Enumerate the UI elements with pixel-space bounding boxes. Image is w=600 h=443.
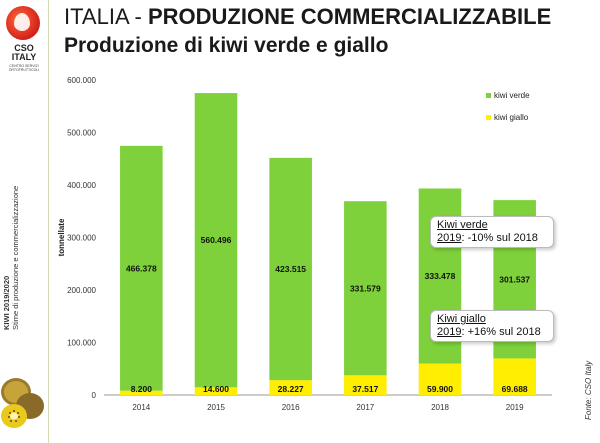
bar-verde-2015 [194,93,238,388]
y-tick-label: 300.000 [67,234,96,243]
data-label-giallo: 8.200 [131,384,153,394]
legend-swatch [486,115,491,120]
bar-giallo-2014 [120,390,163,395]
legend-label: kiwi verde [494,91,530,100]
annotation-verde-title: Kiwi verde [437,219,488,231]
data-label-verde: 423.515 [275,264,306,274]
annotation-giallo: Kiwi giallo 2019: +16% sul 2018 [430,310,554,342]
y-axis: 0 100.000 200.000 300.000 400.000 500.000 600.… [67,76,96,400]
annotation-giallo-title: Kiwi giallo [437,313,486,325]
sidebar-caption-line2: Stime di produzione e commercializzazion… [11,185,20,330]
data-label-giallo: 59.900 [427,384,453,394]
title-prefix: ITALIA - [64,4,148,29]
data-label-verde: 333.478 [425,271,456,281]
logo-tagline: CENTRO SERVIZI ORTOFRUTTICOLI [8,64,40,72]
bar-verde-2017 [344,201,387,376]
data-label-verde: 331.579 [350,283,381,293]
data-label-giallo: 37.517 [352,384,378,394]
x-tick-label: 2019 [506,403,524,412]
x-tick-label: 2014 [132,403,150,412]
x-tick-label: 2018 [431,403,449,412]
page-title: ITALIA - PRODUZIONE COMMERCIALIZZABILE [64,4,551,30]
bar-giallo-2015 [194,387,238,395]
logo-name: CSO [14,43,34,53]
bar-verde-2014 [120,145,163,391]
x-tick-label: 2016 [282,403,300,412]
legend-label: kiwi giallo [494,113,529,122]
annotation-verde: Kiwi verde 2019: -10% sul 2018 [430,216,554,248]
sidebar-divider [48,0,49,443]
data-label-giallo: 28.227 [278,384,304,394]
data-label-verde: 560.496 [201,235,232,245]
kiwi-fruit-icon [1,378,44,428]
bar-giallo-2018 [418,363,462,395]
data-label-giallo: 14.600 [203,384,229,394]
bar-giallo-2016 [269,380,312,395]
title-bold: PRODUZIONE COMMERCIALIZZABILE [147,4,552,29]
cso-logo-icon [6,6,40,40]
y-axis-label: tonnellate [57,218,66,256]
data-label-verde: 466.378 [126,263,157,273]
sidebar-caption: KIWI 2019/2020 Stime di produzione e com… [2,186,20,330]
y-tick-label: 0 [92,391,97,400]
y-tick-label: 600.000 [67,76,96,85]
x-tick-label: 2015 [207,403,225,412]
x-tick-label: 2017 [356,403,374,412]
bar-verde-2016 [269,157,312,381]
legend-swatch [486,93,491,98]
data-label-giallo: 69.688 [502,384,528,394]
logo-country: ITALY [11,52,37,62]
legend: kiwi verde kiwi giallo [486,91,530,122]
page-subtitle: Produzione di kiwi verde e giallo [64,34,389,57]
annotation-verde-text: : -10% sul 2018 [461,232,538,244]
bar-giallo-2019 [493,358,536,395]
data-label-verde: 301.537 [499,274,530,284]
bar-giallo-2017 [344,375,387,395]
x-axis: 2014 2015 2016 2017 2018 2019 [104,394,552,412]
annotation-giallo-text: : +16% sul 2018 [461,326,541,338]
y-tick-label: 100.000 [67,339,96,348]
annotation-giallo-year: 2019 [437,326,462,338]
annotation-verde-year: 2019 [437,232,462,244]
y-tick-label: 200.000 [67,286,96,295]
sidebar-caption-line1: KIWI 2019/2020 [2,275,11,330]
y-tick-label: 400.000 [67,181,96,190]
y-tick-label: 500.000 [67,129,96,138]
